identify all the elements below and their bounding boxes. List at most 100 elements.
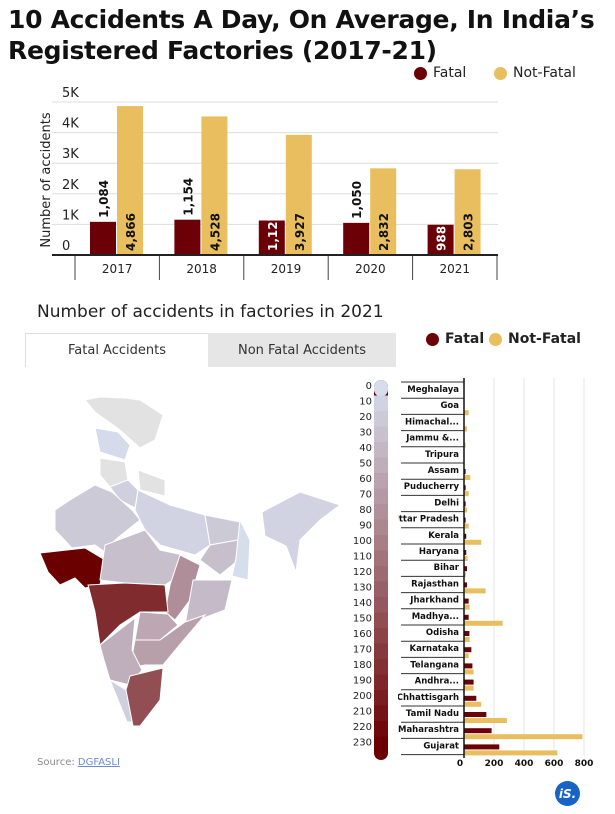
y-tick-label: 2K [62,178,79,193]
color-scale-step [374,488,388,505]
bar-fatal [90,221,116,255]
color-scale-tick: 110 [353,552,372,563]
data-label-fatal: 988 [435,226,449,251]
yearly-bar-chart: 0 1K 2K 3K 4K 5K Number of accidents 1,084 4,866… [39,86,498,280]
color-scale-tick: 210 [353,707,372,718]
color-scale-step [374,550,388,567]
bar-fatal [464,679,474,685]
legend-fatal: Fatal [414,65,466,81]
source-label: Source: [37,757,75,768]
x-tick-label: 2017 [102,262,133,276]
bar-not-fatal [464,653,469,659]
bar-fatal [464,485,466,491]
bar-not-fatal [370,168,397,255]
category-label: Meghalaya [407,385,459,395]
color-scale-step [374,659,388,676]
data-label-fatal: 1,154 [181,178,195,216]
x-tick-label: 200 [485,759,504,769]
x-tick-label: 600 [545,759,564,769]
color-scale-tick: 50 [359,459,372,470]
color-scale-step [374,690,388,707]
bar-fatal [464,647,472,653]
bar-fatal [464,614,469,620]
bar-not-fatal [464,442,466,448]
bar-not-fatal [454,169,481,255]
bar-not-fatal [464,750,558,756]
color-scale-step [374,504,388,521]
color-scale-tick: 60 [359,474,372,485]
bar-not-fatal [464,620,503,626]
category-label: Rajasthan [411,579,459,589]
bar-not-fatal [464,734,583,740]
color-scale-step [374,395,388,412]
bar-fatal [464,501,466,507]
source-link[interactable]: DGFASLI [77,757,120,768]
color-scale-step [374,473,388,490]
color-scale-tick: 120 [353,567,372,578]
bar-not-fatal [201,116,228,255]
color-scale-step [374,535,388,552]
tab-non-fatal-accidents[interactable]: Non Fatal Accidents [208,333,396,367]
color-scale-legend: 0 10 20 30 40 50 60 70 80 90 100 110 120 130 140 150 160… [353,380,388,760]
y-tick-label: 5K [62,86,79,101]
logo: iS. [555,781,580,806]
color-scale-tick: 70 [359,490,372,501]
y-tick-label: 1K [62,208,79,223]
bar-not-fatal [464,556,468,561]
bar-not-fatal [464,539,482,545]
x-tick-label: 2019 [271,262,302,276]
color-scale-step [374,380,388,397]
legend2-not-fatal-label: Not-Fatal [508,331,581,347]
bar-fatal [464,582,467,588]
fatal-dot-icon [426,332,439,346]
bar-fatal [464,712,487,717]
color-scale-tick: 20 [359,412,372,423]
legend-not-fatal-label: Not-Fatal [513,65,576,81]
category-label: Himachal... [405,417,459,427]
color-scale-step [374,426,388,443]
bar-fatal [464,533,467,539]
map-state [134,611,179,641]
data-label-not-fatal: 3,927 [293,213,307,251]
x-tick-label: 2018 [186,262,217,276]
map-state [54,484,141,553]
y-tick-label: 4K [62,117,79,132]
color-scale-tick: 200 [353,691,372,702]
bar-not-fatal [464,701,482,707]
bar-fatal [464,744,500,750]
color-scale-tick: 10 [359,397,372,408]
category-label: Chhattisgarh [398,693,459,703]
not-fatal-dot-icon [489,332,502,346]
x-tick-label: 0 [457,759,463,769]
color-scale-tick: 130 [353,583,372,594]
category-label: Kerala [428,531,459,541]
y-tick-label: 3K [62,147,79,162]
x-tick-label: 800 [575,759,594,769]
color-scale-tick: 0 [366,381,372,392]
bar-not-fatal [464,523,469,529]
category-label: Gujarat [423,741,459,751]
category-label: Assam [428,466,459,476]
color-scale-tick: 30 [359,428,372,439]
bar-not-fatal [464,637,470,642]
color-scale-tick: 170 [353,645,372,656]
color-scale-step [374,705,388,722]
map-state [84,396,164,449]
map-state [39,547,106,589]
color-scale-step [374,457,388,474]
color-scale-tick: 160 [353,629,372,640]
map-state [231,518,251,581]
bar-not-fatal [464,491,469,497]
map-state [94,427,131,461]
legend2-not-fatal: Not-Fatal [489,331,581,347]
bar-not-fatal [464,410,469,416]
tab-fatal-accidents[interactable]: Fatal Accidents [25,333,209,367]
bar-not-fatal [464,604,470,610]
category-label: Puducherry [404,482,460,492]
bar-fatal [174,219,201,255]
y-axis-label: Number of accidents [39,112,54,247]
bar-not-fatal [464,718,507,723]
x-tick-label: 2021 [440,262,471,276]
category-label: Tamil Nadu [406,709,459,719]
section-title: Number of accidents in factories in 2021 [37,302,384,322]
